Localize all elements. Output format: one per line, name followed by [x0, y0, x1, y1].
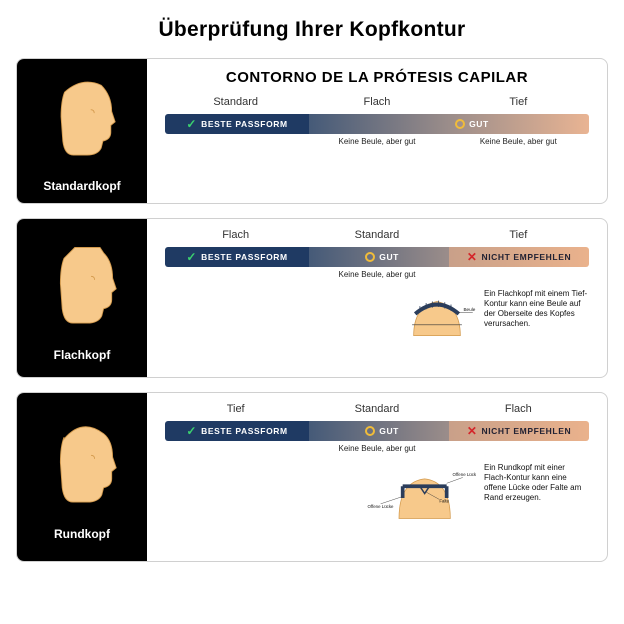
segment-plain	[309, 114, 449, 134]
cross-icon: ✕	[467, 250, 478, 264]
caption	[448, 444, 589, 453]
captions: Keine Beule, aber gut	[165, 444, 589, 453]
detail-text: Ein Flachkopf mit einem Tief-Kontur kann…	[484, 289, 589, 329]
caption	[448, 270, 589, 279]
fit-panel: TiefStandardFlach✓BESTE PASSFORMGUT✕NICH…	[147, 393, 607, 561]
segment-best: ✓BESTE PASSFORM	[165, 114, 309, 134]
caption	[165, 137, 306, 146]
column-labels: StandardFlachTief	[165, 96, 589, 114]
head-label: Flachkopf	[54, 348, 111, 362]
row-standard: Standardkopf CONTORNO DE LA PRÓTESIS CAPI…	[16, 58, 608, 204]
caption: Keine Beule, aber gut	[448, 137, 589, 146]
column-label: Flach	[448, 403, 589, 421]
segment-best: ✓BESTE PASSFORM	[165, 421, 309, 441]
column-label: Standard	[306, 229, 447, 247]
detail-illustration: Beule Ein Flachkopf mit einem Tief-Kontu…	[398, 289, 589, 359]
caption: Keine Beule, aber gut	[306, 444, 447, 453]
fit-panel: FlachStandardTief✓BESTE PASSFORMGUT✕NICH…	[147, 219, 607, 377]
fit-bar: ✓BESTE PASSFORMGUT✕NICHT EMPFEHLEN	[165, 421, 589, 441]
column-label: Tief	[165, 403, 306, 421]
fit-bar: ✓BESTE PASSFORM GUT	[165, 114, 589, 134]
subtitle: CONTORNO DE LA PRÓTESIS CAPILAR	[165, 69, 589, 86]
head-panel: Rundkopf	[17, 393, 147, 561]
svg-text:Beule: Beule	[463, 307, 475, 312]
segment-good: GUT	[449, 114, 589, 134]
column-labels: TiefStandardFlach	[165, 403, 589, 421]
caption	[165, 270, 306, 279]
column-labels: FlachStandardTief	[165, 229, 589, 247]
segment-bad: ✕NICHT EMPFEHLEN	[449, 247, 589, 267]
ring-icon	[455, 119, 465, 129]
column-label: Flach	[165, 229, 306, 247]
caption: Keine Beule, aber gut	[306, 137, 447, 146]
check-icon: ✓	[186, 250, 197, 264]
detail-illustration: Offene Lücke Falte Offene Lücke Ein Rund…	[366, 463, 589, 541]
segment-good: GUT	[309, 421, 449, 441]
svg-text:Falte: Falte	[439, 498, 449, 503]
cross-icon: ✕	[467, 424, 478, 438]
captions: Keine Beule, aber gut	[165, 270, 589, 279]
column-label: Standard	[165, 96, 306, 114]
detail-text: Ein Rundkopf mit einer Flach-Kontur kann…	[484, 463, 589, 503]
check-icon: ✓	[186, 424, 197, 438]
check-icon: ✓	[186, 117, 197, 131]
row-rund: RundkopfTiefStandardFlach✓BESTE PASSFORM…	[16, 392, 608, 562]
ring-icon	[365, 426, 375, 436]
svg-text:Offene Lücke: Offene Lücke	[367, 504, 394, 509]
row-flach: FlachkopfFlachStandardTief✓BESTE PASSFOR…	[16, 218, 608, 378]
rows-container: Standardkopf CONTORNO DE LA PRÓTESIS CAPI…	[16, 58, 608, 562]
fit-panel: CONTORNO DE LA PRÓTESIS CAPILAR StandardF…	[147, 59, 607, 203]
head-panel: Standardkopf	[17, 59, 147, 203]
ring-icon	[365, 252, 375, 262]
column-label: Tief	[448, 96, 589, 114]
head-panel: Flachkopf	[17, 219, 147, 377]
captions: Keine Beule, aber gutKeine Beule, aber g…	[165, 137, 589, 146]
caption: Keine Beule, aber gut	[306, 270, 447, 279]
caption	[165, 444, 306, 453]
segment-best: ✓BESTE PASSFORM	[165, 247, 309, 267]
column-label: Tief	[448, 229, 589, 247]
page-title: Überprüfung Ihrer Kopfkontur	[16, 18, 608, 42]
segment-bad: ✕NICHT EMPFEHLEN	[449, 421, 589, 441]
segment-good: GUT	[309, 247, 449, 267]
fit-bar: ✓BESTE PASSFORMGUT✕NICHT EMPFEHLEN	[165, 247, 589, 267]
head-label: Standardkopf	[43, 179, 120, 193]
svg-text:Offene Lücke: Offene Lücke	[453, 472, 476, 477]
head-label: Rundkopf	[54, 527, 110, 541]
column-label: Standard	[306, 403, 447, 421]
column-label: Flach	[306, 96, 447, 114]
